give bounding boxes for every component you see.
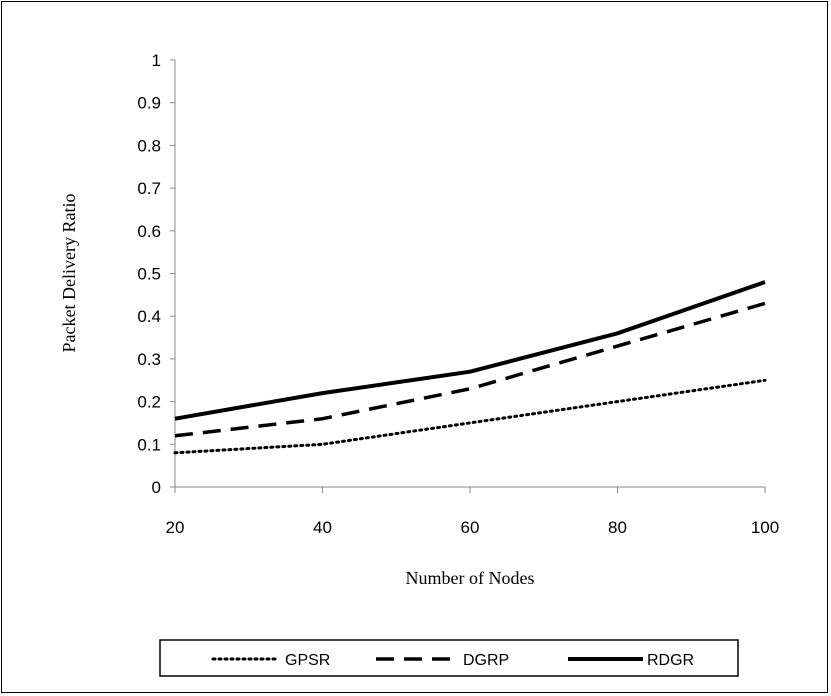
y-axis-title: Packet Delivery Ratio [59, 194, 79, 353]
series-line-gpsr [173, 378, 767, 455]
x-tick-label: 20 [166, 518, 185, 537]
series-line-dgrp [174, 301, 766, 438]
series-line-rdgr [174, 280, 766, 421]
x-axis-title: Number of Nodes [406, 568, 535, 588]
x-tick-label: 40 [313, 518, 332, 537]
series-layer [173, 280, 767, 455]
legend-label-rdgr: RDGR [647, 652, 694, 669]
x-tick-label: 80 [608, 518, 627, 537]
y-tick-label: 0.4 [137, 307, 161, 326]
y-axis: 0 0.1 0.2 0.3 0.4 0.5 0.6 0.7 0.8 0.9 1 [137, 51, 176, 497]
y-tick-label: 0.8 [137, 136, 161, 155]
legend: GPSR DGRP RDGR [159, 639, 739, 677]
x-tick-label: 100 [751, 518, 779, 537]
y-tick-label: 0.7 [137, 179, 161, 198]
y-tick-label: 0.9 [137, 94, 161, 113]
y-tick-label: 1 [152, 51, 161, 70]
y-tick-label: 0.1 [137, 435, 161, 454]
legend-label-gpsr: GPSR [285, 652, 330, 669]
y-tick-label: 0.5 [137, 265, 161, 284]
y-tick-label: 0.2 [137, 393, 161, 412]
x-axis: 20 40 60 80 100 [166, 486, 779, 537]
legend-label-dgrp: DGRP [463, 652, 509, 669]
y-tick-label: 0 [152, 478, 161, 497]
x-tick-label: 60 [461, 518, 480, 537]
y-tick-label: 0.6 [137, 222, 161, 241]
y-tick-label: 0.3 [137, 350, 161, 369]
